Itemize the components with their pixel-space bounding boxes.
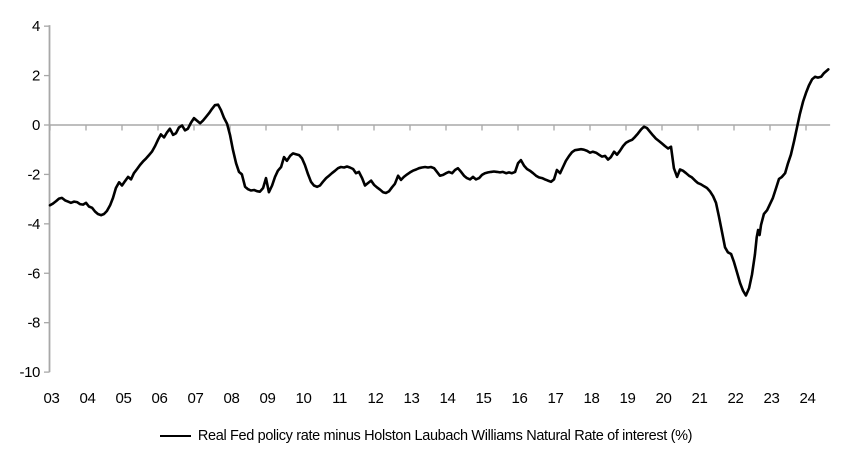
x-tick-label: 09 (260, 390, 276, 407)
x-tick-label: 07 (188, 390, 204, 407)
y-tick-label: -8 (27, 315, 40, 332)
legend: Real Fed policy rate minus Holston Lauba… (0, 428, 852, 444)
y-tick-label: 2 (32, 68, 40, 85)
data-series-line (48, 68, 830, 297)
y-tick-label: 4 (32, 18, 40, 35)
x-tick-label: 13 (404, 390, 420, 407)
x-tick-label: 04 (80, 390, 96, 407)
x-tick-label: 10 (296, 390, 312, 407)
x-tick-label: 05 (116, 390, 132, 407)
x-tick-label: 23 (764, 390, 780, 407)
x-tick-label: 15 (476, 390, 492, 407)
x-tick-label: 24 (800, 390, 816, 407)
x-tick-label: 16 (512, 390, 528, 407)
x-tick-label: 14 (440, 390, 456, 407)
x-tick-label: 11 (332, 390, 347, 407)
legend-label: Real Fed policy rate minus Holston Lauba… (197, 428, 693, 444)
y-tick-label: -6 (27, 265, 40, 282)
x-tick-label: 17 (548, 390, 564, 407)
x-tick-label: 19 (620, 390, 636, 407)
y-tick-label: -2 (27, 166, 40, 183)
x-tick-label: 12 (368, 390, 384, 407)
legend-line-marker (159, 435, 191, 437)
x-tick-label: 18 (584, 390, 600, 407)
y-tick-label: 0 (32, 117, 40, 134)
y-tick-label: -10 (20, 364, 41, 381)
y-tick-label: -4 (27, 216, 40, 233)
x-tick-label: 06 (152, 390, 168, 407)
x-tick-label: 08 (224, 390, 240, 407)
x-tick-label: 20 (656, 390, 672, 407)
x-tick-label: 21 (692, 390, 708, 407)
x-tick-label: 22 (728, 390, 744, 407)
x-tick-label: 03 (44, 390, 60, 407)
